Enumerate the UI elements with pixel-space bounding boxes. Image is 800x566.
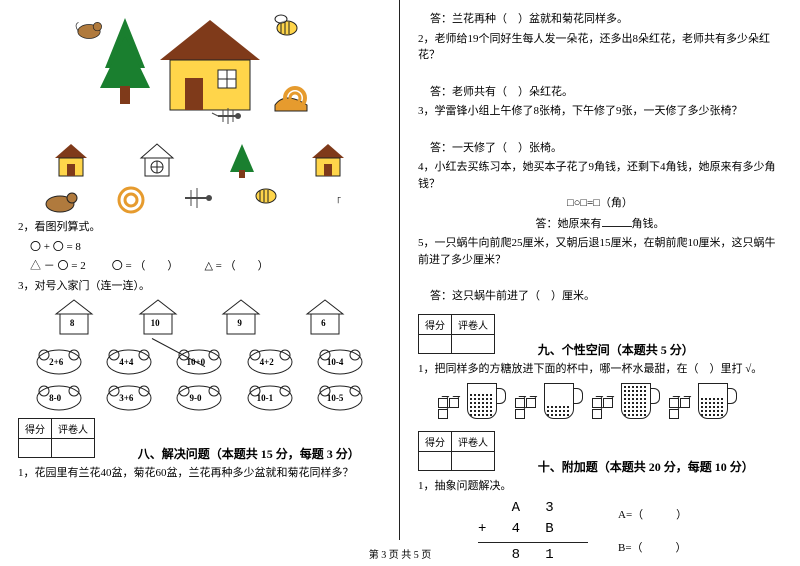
pig-expr: 4+2 (260, 357, 274, 367)
match-row-objects: 「 (28, 180, 371, 216)
answer-5: 答：这只蜗牛前进了（ ）厘米。 (430, 288, 782, 305)
score-box: 得分评卷人 (18, 418, 95, 458)
problem-3: 3，学雷锋小组上午修了8张椅，下午修了9张，一天修了多少张椅？ (418, 103, 782, 120)
answer-2: 答：老师共有（ ）朵红花。 (430, 84, 782, 101)
problem-9-1: 1，把同样多的方糖放进下面的杯中，哪一杯水最甜，在（ ）里打 √。 (418, 361, 782, 378)
q3-title: 3，对号入家门（连一连）。 (18, 278, 381, 295)
pigs-row-1: 2+6 4+4 10+0 4+2 10-4 (24, 340, 375, 376)
answer-1: 答：兰花再种（ ）盆就和菊花同样多。 (430, 11, 782, 28)
pig-expr: 3+6 (119, 393, 133, 403)
score-header: 得分 (419, 432, 452, 452)
pig-expr: 8-0 (49, 393, 61, 403)
problem-5: 5，一只蜗牛向前爬25厘米，又朝后退15厘米，在朝前爬10厘米，这只蜗牛前进了多… (418, 235, 782, 268)
house-row: 8 10 9 6 (32, 298, 367, 338)
match-row-houses (28, 142, 371, 178)
cups-row (438, 383, 782, 419)
section-8-title: 八、解决问题（本题共 15 分，每题 3 分） (138, 445, 360, 462)
house-num: 8 (70, 318, 75, 328)
scene-illustration (70, 8, 330, 138)
answer-4-pre: 答：她原来有 (536, 218, 602, 230)
grader-header: 评卷人 (452, 314, 495, 334)
q2-tri-ans: △ = （ ） (204, 258, 268, 275)
pig-expr: 9-0 (189, 393, 201, 403)
score-box-9: 得分评卷人 (418, 314, 495, 354)
house-num: 10 (151, 318, 160, 328)
pig-expr: 10-4 (327, 357, 344, 367)
pigs-row-2: 8-0 3+6 9-0 10-1 10-5 (24, 376, 375, 412)
page-footer: 第 3 页 共 5 页 (0, 546, 800, 561)
q2-title: 2，看图列算式。 (18, 219, 381, 236)
pig-expr: 4+4 (119, 357, 133, 367)
pig-expr: 10+0 (186, 357, 205, 367)
grader-header: 评卷人 (52, 419, 95, 439)
house-num: 6 (321, 318, 326, 328)
pig-expr: 10-1 (257, 393, 274, 403)
answer-4-suf: 角钱。 (632, 218, 665, 230)
section-9-title: 九、个性空间（本题共 5 分） (538, 341, 694, 358)
problem-2: 2，老师给19个同好生每人发一朵花，还多出8朵红花，老师共有多少朵红花？ (418, 31, 782, 64)
section-10-title: 十、附加题（本题共 20 分，每题 10 分） (538, 458, 754, 475)
score-header: 得分 (419, 314, 452, 334)
pig-expr: 10-5 (327, 393, 344, 403)
blank-4[interactable] (602, 215, 632, 227)
score-header: 得分 (19, 419, 52, 439)
add-row-1: A 3 (478, 498, 588, 519)
answer-3: 答：一天修了（ ）张椅。 (430, 140, 782, 157)
house-num: 9 (237, 318, 242, 328)
q2-circle-ans: 〇 = （ ） (112, 258, 179, 275)
A-equals: A=（ ） (618, 507, 687, 524)
equation-4: □○□=□（角） (418, 195, 782, 212)
problem-1: 1，花园里有兰花40盆，菊花60盆，兰花再种多少盆就和菊花同样多？ (18, 465, 381, 482)
add-row-2: + 4 B (478, 519, 588, 540)
pig-expr: 2+6 (49, 357, 63, 367)
grader-header: 评卷人 (452, 432, 495, 452)
q2-eq1: 〇 + 〇 = 8 (30, 241, 81, 253)
q2-eq2: △ － 〇 = 2 (30, 258, 86, 275)
score-box-10: 得分评卷人 (418, 431, 495, 471)
problem-10-1: 1，抽象问题解决。 (418, 478, 782, 495)
svg-text:「: 「 (332, 197, 341, 207)
problem-4: 4，小红去买练习本，她买本子花了9角钱，还剩下4角钱，她原来有多少角钱？ (418, 159, 782, 192)
